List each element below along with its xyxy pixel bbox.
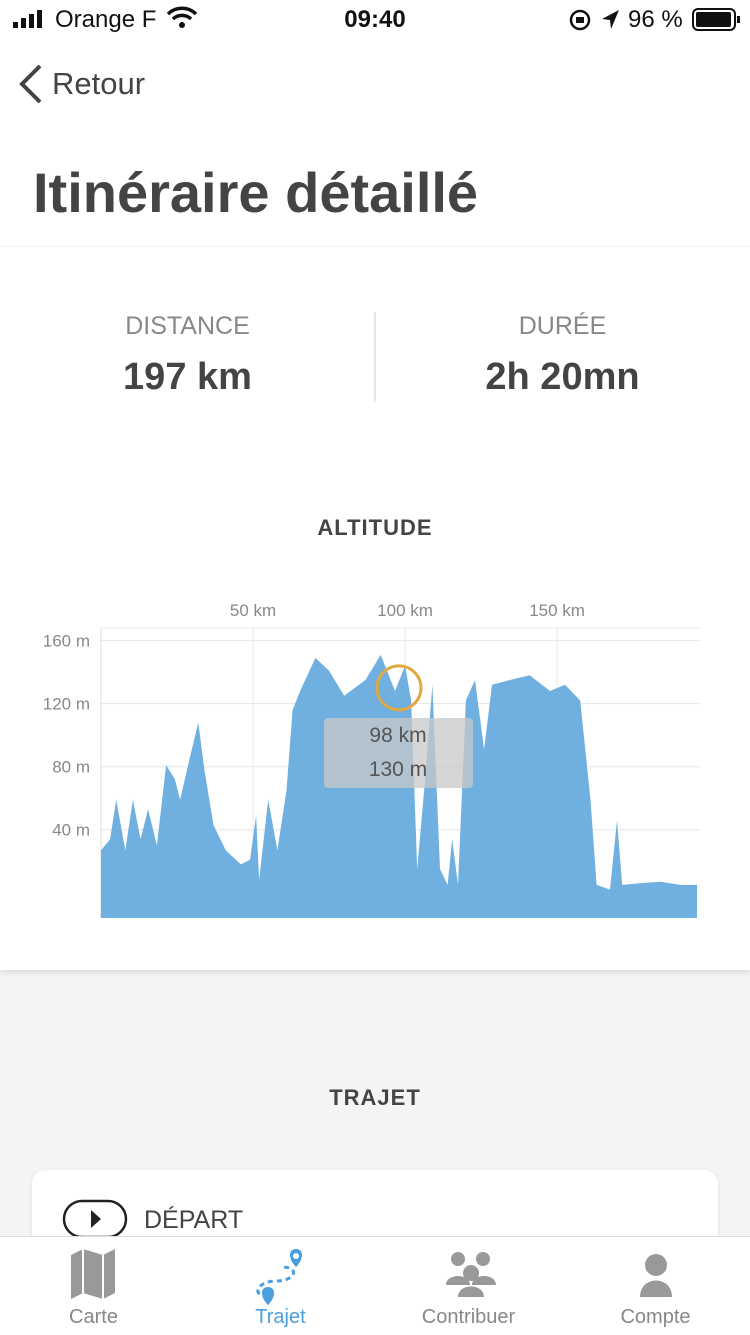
back-chevron	[19, 64, 42, 104]
tab-bar	[0, 1236, 750, 1335]
tooltip-box	[324, 718, 473, 788]
x-tick-label: 100 km	[377, 601, 433, 620]
x-tick-label: 50 km	[230, 601, 276, 620]
clock: 09:40	[344, 6, 406, 33]
stat-divider	[374, 312, 376, 402]
back-label: Retour	[52, 66, 146, 101]
tooltip-label: 98 km	[369, 724, 426, 747]
altitude-chart: 40 m 80 m 120 m 160 m 50 km 100 km 150 km 98 km…	[43, 601, 700, 918]
y-tick-label: 160 m	[43, 632, 90, 651]
tooltip-label: 130 m	[369, 758, 427, 781]
stat-label: DURÉE	[518, 312, 607, 340]
route-title: TRAJET	[329, 1085, 421, 1110]
chart-title: ALTITUDE	[317, 515, 433, 540]
tab-icons	[71, 1249, 672, 1305]
y-tick-label: 120 m	[43, 695, 90, 714]
x-tick-label: 150 km	[529, 601, 585, 620]
battery-level: 96 %	[628, 6, 683, 33]
back-button[interactable]: Retour	[16, 62, 145, 106]
tab-carte[interactable]: Carte	[69, 1306, 118, 1328]
highlight-marker	[375, 664, 423, 712]
tab-trajet[interactable]: Trajet	[255, 1306, 306, 1328]
y-tick-label: 80 m	[52, 758, 90, 777]
status-icons	[13, 6, 740, 31]
stat-value: 2h 20mn	[485, 356, 640, 398]
stat-label: DISTANCE	[125, 312, 250, 340]
y-tick-label: 40 m	[52, 821, 90, 840]
tab-contribuer[interactable]: Contribuer	[421, 1306, 516, 1328]
start-label: DÉPART	[144, 1206, 244, 1234]
carrier: Orange F	[55, 6, 157, 33]
divider	[0, 246, 750, 247]
stat-value: 197 km	[123, 356, 252, 398]
page-title: Itinéraire détaillé	[33, 161, 479, 224]
tab-compte[interactable]: Compte	[620, 1306, 691, 1328]
